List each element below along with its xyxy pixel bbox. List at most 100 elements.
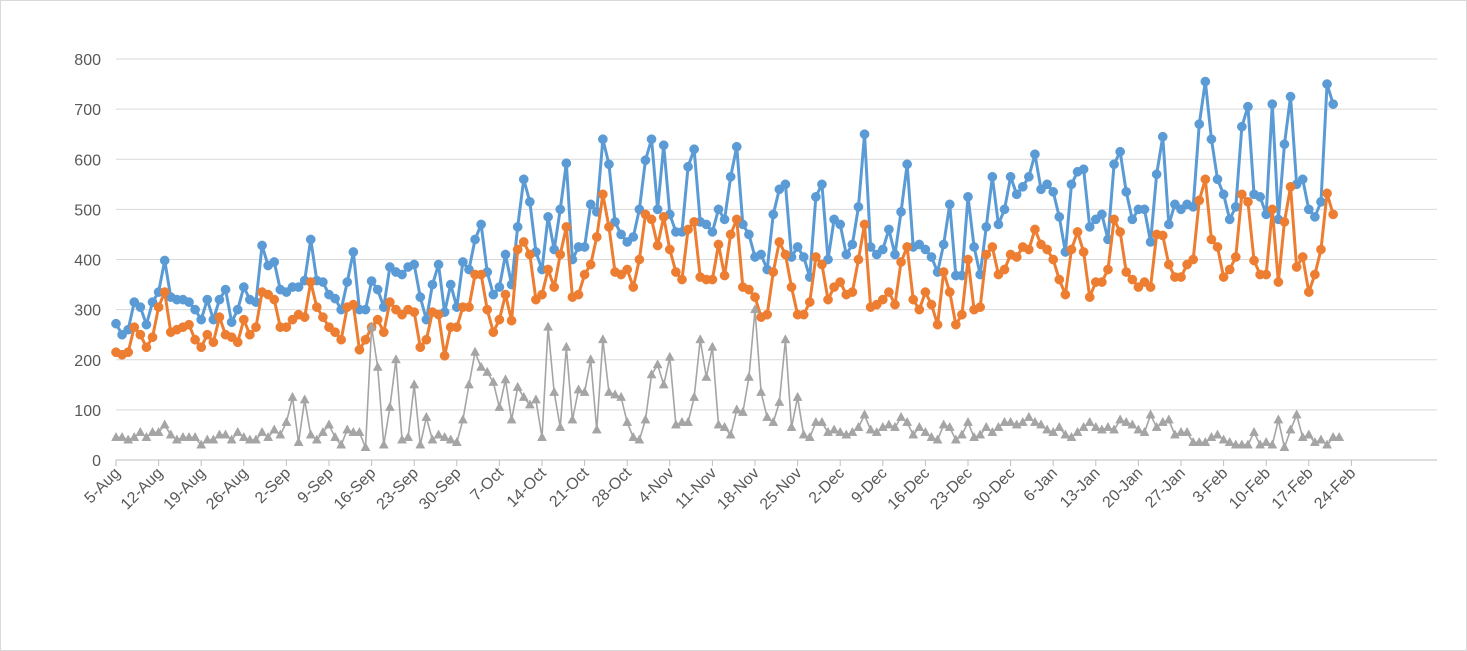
data-point xyxy=(750,304,760,314)
y-tick-label: 100 xyxy=(74,403,101,420)
data-point xyxy=(707,227,718,237)
data-point xyxy=(652,359,663,369)
data-point xyxy=(1078,421,1089,431)
data-point xyxy=(196,314,207,325)
data-point xyxy=(257,240,267,251)
data-point xyxy=(847,426,858,436)
data-point xyxy=(1194,119,1205,130)
data-point xyxy=(433,429,444,439)
data-point xyxy=(366,276,377,286)
data-point xyxy=(190,431,201,441)
data-point xyxy=(719,270,730,281)
data-point xyxy=(281,322,292,333)
data-point xyxy=(920,426,931,436)
data-point xyxy=(488,327,499,338)
data-point xyxy=(141,431,152,441)
data-point xyxy=(1066,244,1077,255)
data-point xyxy=(1328,209,1338,220)
x-tick-label: 2-Sep xyxy=(252,465,294,507)
data-point xyxy=(421,334,432,345)
data-point xyxy=(165,429,176,439)
data-point xyxy=(244,434,255,444)
data-point xyxy=(963,254,973,265)
data-point xyxy=(1030,416,1040,426)
data-point xyxy=(1322,439,1332,449)
data-point xyxy=(622,264,633,275)
data-point xyxy=(269,424,280,434)
data-point xyxy=(1261,269,1272,280)
data-point xyxy=(372,284,383,295)
data-point xyxy=(238,282,249,292)
x-tick-label: 23-Sep xyxy=(374,465,423,514)
data-point xyxy=(938,419,949,429)
data-point xyxy=(1322,79,1332,89)
data-point xyxy=(677,274,687,285)
data-point xyxy=(184,431,194,441)
data-point xyxy=(1139,426,1150,436)
data-point xyxy=(518,237,529,247)
data-point xyxy=(159,287,170,297)
data-point xyxy=(129,431,140,441)
y-tick-label: 400 xyxy=(74,253,101,270)
data-point xyxy=(1194,436,1205,446)
data-point xyxy=(378,439,389,449)
data-point xyxy=(598,134,608,145)
series-1 xyxy=(111,76,1338,340)
data-point xyxy=(1279,217,1290,227)
data-point xyxy=(476,361,487,371)
data-point xyxy=(403,431,414,441)
data-point xyxy=(482,304,493,315)
data-point xyxy=(944,421,955,431)
data-point xyxy=(719,421,730,431)
data-point xyxy=(512,381,523,391)
data-point xyxy=(737,406,748,416)
data-point xyxy=(725,429,736,439)
data-point xyxy=(1048,254,1059,265)
data-point xyxy=(305,429,316,439)
data-point xyxy=(1017,181,1028,192)
data-point xyxy=(1060,289,1071,300)
data-point xyxy=(1017,416,1028,426)
data-point xyxy=(956,429,967,439)
data-point xyxy=(500,374,511,384)
data-point xyxy=(476,269,486,280)
data-point xyxy=(646,214,657,225)
data-point xyxy=(494,314,505,325)
data-point xyxy=(859,219,870,230)
data-point xyxy=(281,416,292,426)
data-point xyxy=(987,242,998,252)
data-point xyxy=(950,319,961,330)
data-point xyxy=(1273,277,1284,287)
data-point xyxy=(1103,264,1113,275)
data-point xyxy=(537,431,547,441)
data-point xyxy=(451,436,462,446)
data-point xyxy=(756,249,766,260)
data-point xyxy=(884,224,894,235)
data-point xyxy=(1243,101,1253,112)
data-point xyxy=(330,327,340,338)
data-point xyxy=(1267,204,1278,215)
data-point xyxy=(1078,164,1089,175)
data-point xyxy=(1024,244,1034,255)
data-point xyxy=(293,282,304,292)
data-point xyxy=(683,161,693,172)
x-tick-label: 19-Aug xyxy=(161,465,210,514)
x-tick-label: 10-Feb xyxy=(1226,465,1274,513)
data-point xyxy=(628,431,639,441)
data-point xyxy=(354,426,365,436)
data-point xyxy=(190,304,200,315)
data-point xyxy=(299,394,310,404)
data-point xyxy=(908,294,919,305)
data-point xyxy=(226,434,237,444)
data-point xyxy=(1139,204,1150,215)
data-point xyxy=(1218,189,1229,200)
data-point xyxy=(1249,255,1259,266)
data-point xyxy=(1316,197,1326,207)
data-point xyxy=(1200,174,1211,185)
data-point xyxy=(884,287,894,297)
gridlines xyxy=(116,58,1437,411)
data-point xyxy=(646,369,657,379)
x-tick-label: 11-Nov xyxy=(673,465,721,513)
data-point xyxy=(835,426,846,436)
